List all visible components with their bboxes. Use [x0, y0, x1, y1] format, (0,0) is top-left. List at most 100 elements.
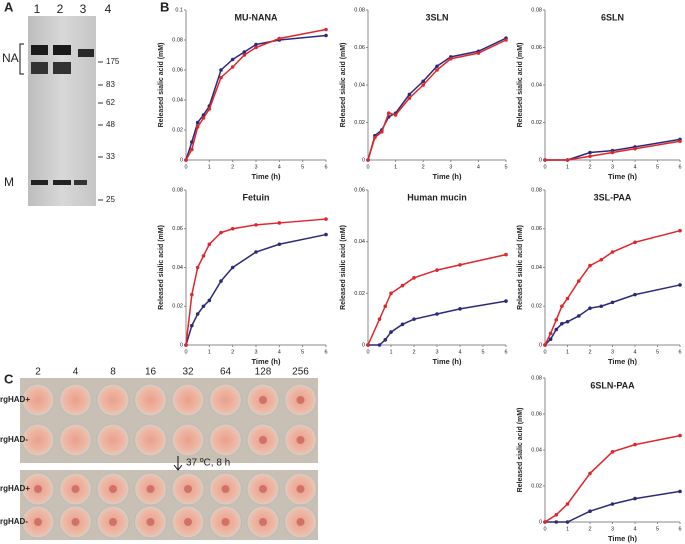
dilution-label: 4: [73, 367, 79, 378]
row-label: rgHAD+: [0, 484, 30, 493]
series-line: [544, 229, 681, 346]
y-tick-label: 0.1: [175, 7, 183, 13]
well: [21, 423, 55, 457]
series-line: [185, 218, 327, 346]
x-axis-label: Time (h): [608, 534, 638, 543]
panel-label: B: [160, 0, 169, 14]
y-axis-label: Released sialic acid (mM): [340, 43, 347, 128]
well: [209, 383, 242, 417]
marker-label: 33: [106, 152, 115, 161]
data-point: [588, 150, 592, 155]
data-point: [324, 33, 328, 38]
y-tick-label: 0.04: [531, 447, 542, 453]
data-point: [565, 296, 570, 301]
x-tick-label: 2: [588, 164, 591, 170]
lane-label: 4: [105, 2, 112, 16]
data-point: [560, 304, 564, 309]
data-point: [412, 276, 416, 280]
data-point: [554, 513, 559, 517]
well: [21, 383, 55, 417]
button: [34, 485, 42, 493]
y-tick-label: 0: [539, 519, 542, 525]
x-axis-label: Time (h): [251, 172, 281, 181]
data-point: [421, 83, 426, 87]
band: [31, 180, 48, 185]
button: [259, 396, 267, 404]
data-point: [576, 314, 581, 318]
band: [31, 45, 48, 55]
x-tick-label: 4: [633, 164, 636, 170]
x-tick-label: 2: [231, 164, 234, 170]
button: [296, 436, 305, 444]
data-point: [435, 68, 439, 72]
x-tick-label: 1: [208, 164, 211, 170]
series-line: [367, 253, 507, 346]
band-label: M: [4, 175, 14, 189]
x-axis-label: Time (h): [608, 357, 638, 366]
button: [259, 436, 267, 444]
marker-label: 48: [106, 120, 115, 129]
button: [184, 485, 192, 493]
x-tick-label: 0: [366, 349, 369, 355]
data-point: [324, 232, 328, 237]
data-point: [678, 283, 682, 287]
data-point: [610, 150, 615, 155]
data-point: [678, 433, 682, 438]
series-line: [544, 284, 681, 346]
data-point: [219, 230, 223, 235]
x-tick-label: 1: [566, 349, 569, 355]
data-point: [184, 158, 188, 162]
x-tick-label: 0: [184, 164, 187, 170]
data-point: [599, 304, 604, 309]
gel: [28, 16, 96, 206]
marker-label: 175: [106, 57, 120, 66]
data-point: [633, 496, 637, 501]
data-point: [373, 135, 377, 140]
chart-title: MU-NANA: [235, 12, 278, 22]
band-label: NA: [2, 51, 19, 65]
data-point: [190, 292, 194, 297]
data-point: [393, 113, 398, 117]
data-point: [678, 139, 682, 144]
data-point: [277, 36, 282, 41]
dilution-label: 256: [292, 367, 309, 378]
bracket: [19, 43, 24, 75]
dilution-label: 128: [255, 367, 272, 378]
x-tick-label: 5: [656, 164, 659, 170]
data-point: [610, 450, 615, 454]
y-tick-label: 0.08: [172, 187, 183, 193]
chart-title: 3SL-PAA: [594, 192, 632, 202]
x-tick-label: 1: [389, 349, 392, 355]
y-axis-label: Released sialic acid (mM): [517, 408, 524, 493]
well: [59, 423, 92, 457]
data-point: [386, 111, 391, 115]
data-point: [543, 158, 547, 162]
data-point: [207, 298, 212, 303]
data-point: [207, 107, 212, 111]
data-point: [195, 265, 200, 270]
data-point: [476, 51, 481, 55]
data-point: [195, 312, 200, 316]
lane-label: 2: [57, 2, 64, 16]
data-point: [254, 250, 258, 254]
data-point: [599, 257, 604, 262]
data-point: [254, 42, 258, 47]
chart-title: Fetuin: [243, 192, 270, 202]
x-tick-label: 1: [566, 164, 569, 170]
y-axis-label: Released sialic acid (mM): [158, 43, 165, 128]
series-line: [367, 39, 507, 161]
panel-label: A: [4, 0, 14, 14]
data-point: [201, 304, 206, 309]
data-point: [421, 79, 426, 84]
x-tick-label: 5: [481, 349, 484, 355]
data-point: [678, 489, 682, 494]
x-axis-label: Time (h): [432, 357, 462, 366]
marker-label: 83: [106, 80, 115, 89]
data-point: [610, 300, 615, 305]
data-point: [504, 38, 508, 42]
data-point: [254, 45, 258, 50]
x-tick-label: 6: [678, 349, 681, 355]
series-line: [185, 34, 327, 161]
x-tick-label: 0: [543, 526, 546, 532]
band: [31, 62, 48, 74]
